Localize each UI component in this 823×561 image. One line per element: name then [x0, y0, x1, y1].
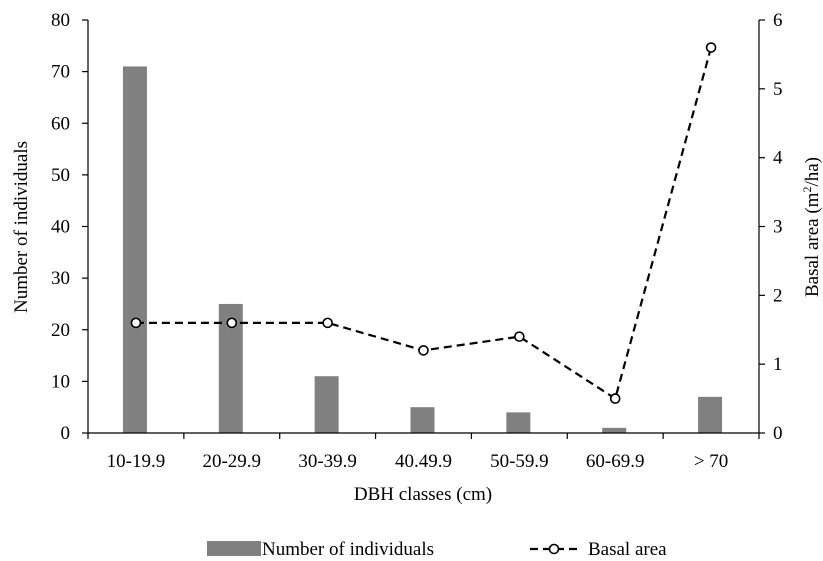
right-tick-label: 1 [773, 354, 783, 375]
x-tick-label: 20-29.9 [202, 451, 261, 472]
basal-area-point [226, 317, 238, 329]
bar [122, 66, 147, 434]
x-axis-label: DBH classes (cm) [354, 484, 492, 505]
left-tick-label: 20 [51, 320, 70, 341]
basal-area-point [322, 317, 333, 329]
legend-label-number-of-individuals: Number of individuals [262, 539, 434, 560]
basal-area-point [705, 42, 717, 53]
x-axis-ticks: 10-19.9 20-29.9 30-39.9 40.49.9 50-59.9 60-69… [87, 433, 760, 472]
right-y-axis-label: Basal area (m2/ha) [800, 157, 823, 297]
left-y-axis-label: Number of individuals [11, 141, 32, 313]
x-tick-label: 30-39.9 [298, 451, 357, 472]
x-tick-label: 40.49.9 [395, 451, 452, 472]
left-y-axis-ticks: 0 10 20 30 40 50 60 70 80 [51, 10, 88, 444]
bar [506, 412, 531, 433]
left-tick-label: 80 [51, 10, 70, 31]
legend-marker-swatch [548, 543, 560, 555]
left-tick-label: 40 [51, 217, 70, 238]
right-y-axis-label-superscript: 2 [800, 187, 814, 193]
left-tick-label: 60 [51, 113, 70, 134]
left-tick-label: 50 [51, 165, 70, 186]
left-tick-label: 10 [51, 371, 70, 392]
basal-area-point [514, 331, 525, 342]
bar [602, 427, 627, 433]
x-tick-label: 50-59.9 [490, 451, 549, 472]
left-tick-label: 0 [61, 423, 71, 444]
basal-area-point [418, 345, 429, 356]
bar [698, 396, 723, 433]
x-tick-label: 60-69.9 [586, 451, 645, 472]
x-tick-label: 10-19.9 [107, 451, 166, 472]
left-tick-label: 30 [51, 268, 70, 289]
left-tick-label: 70 [51, 62, 70, 83]
right-tick-label: 3 [773, 217, 783, 238]
right-tick-label: 4 [773, 148, 783, 169]
legend-bar-swatch [207, 541, 261, 556]
right-y-axis-label-main: Basal area (m [802, 192, 823, 297]
bar-series [122, 66, 723, 434]
right-y-axis-ticks: 0 1 2 3 4 5 6 [759, 10, 783, 444]
bar [314, 376, 339, 433]
bar [410, 407, 435, 433]
right-y-axis-label-tail: /ha) [802, 157, 823, 187]
right-tick-label: 2 [773, 285, 783, 306]
right-tick-label: 5 [773, 79, 783, 100]
legend-label-basal-area: Basal area [588, 539, 667, 560]
basal-area-point [130, 317, 142, 329]
legend: Number of individuals Basal area [207, 539, 667, 560]
basal-area-point [609, 393, 621, 404]
right-tick-label: 6 [773, 10, 783, 31]
x-tick-label: > 70 [694, 451, 728, 472]
right-tick-label: 0 [773, 423, 783, 444]
line-series [130, 42, 717, 404]
